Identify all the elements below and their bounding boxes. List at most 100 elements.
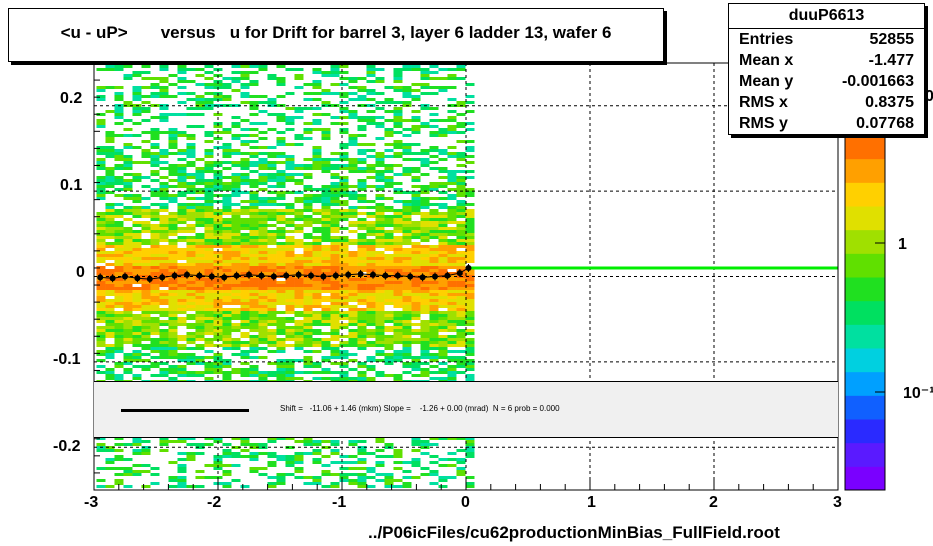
- heatmap-cell: [249, 287, 259, 290]
- heatmap-cell: [375, 323, 385, 326]
- heatmap-cell: [456, 449, 466, 452]
- heatmap-cell: [294, 110, 304, 113]
- heatmap-cell: [141, 77, 151, 80]
- heatmap-cell: [186, 155, 196, 158]
- heatmap-cell: [267, 176, 277, 179]
- heatmap-cell: [231, 77, 241, 80]
- heatmap-cell: [375, 152, 385, 155]
- heatmap-cell: [447, 302, 457, 305]
- heatmap-cell: [105, 65, 115, 68]
- heatmap-cell: [159, 302, 169, 305]
- heatmap-cell: [258, 356, 268, 359]
- heatmap-cell: [357, 374, 367, 377]
- heatmap-cell: [375, 287, 385, 290]
- heatmap-cell: [141, 257, 151, 260]
- heatmap-cell: [303, 260, 313, 263]
- heatmap-cell: [168, 197, 178, 200]
- heatmap-cell: [339, 302, 349, 305]
- heatmap-cell: [375, 278, 385, 281]
- heatmap-cell: [114, 479, 124, 482]
- x-tick-label: 1: [587, 494, 596, 511]
- heatmap-cell: [114, 266, 124, 269]
- heatmap-cell: [393, 191, 403, 194]
- heatmap-cell: [96, 338, 106, 341]
- heatmap-cell: [348, 272, 358, 275]
- heatmap-cell: [465, 218, 475, 221]
- heatmap-cell: [159, 344, 169, 347]
- heatmap-cell: [366, 98, 376, 101]
- heatmap-cell: [456, 470, 466, 473]
- heatmap-cell: [321, 236, 331, 239]
- heatmap-cell: [339, 242, 349, 245]
- heatmap-cell: [132, 260, 142, 263]
- heatmap-cell: [447, 119, 457, 122]
- heatmap-cell: [312, 302, 322, 305]
- heatmap-cell: [294, 197, 304, 200]
- heatmap-cell: [456, 320, 466, 323]
- heatmap-cell: [258, 197, 268, 200]
- heatmap-cell: [114, 311, 124, 314]
- heatmap-cell: [438, 296, 448, 299]
- heatmap-cell: [222, 359, 232, 362]
- heatmap-cell: [114, 302, 124, 305]
- heatmap-cell: [168, 170, 178, 173]
- heatmap-cell: [357, 128, 367, 131]
- heatmap-cell: [195, 320, 205, 323]
- heatmap-cell: [312, 200, 322, 203]
- heatmap-cell: [375, 311, 385, 314]
- heatmap-cell: [159, 107, 169, 110]
- heatmap-cell: [123, 290, 133, 293]
- heatmap-cell: [438, 278, 448, 281]
- heatmap-cell: [339, 101, 349, 104]
- heatmap-cell: [411, 143, 421, 146]
- heatmap-cell: [204, 227, 214, 230]
- heatmap-cell: [294, 182, 304, 185]
- heatmap-cell: [231, 452, 241, 455]
- heatmap-cell: [357, 89, 367, 92]
- heatmap-cell: [258, 278, 268, 281]
- heatmap-cell: [438, 356, 448, 359]
- heatmap-cell: [258, 377, 268, 380]
- heatmap-cell: [312, 251, 322, 254]
- heatmap-cell: [339, 128, 349, 131]
- heatmap-cell: [321, 281, 331, 284]
- heatmap-cell: [114, 95, 124, 98]
- heatmap-cell: [141, 86, 151, 89]
- heatmap-cell: [294, 455, 304, 458]
- heatmap-cell: [168, 326, 178, 329]
- heatmap-cell: [177, 86, 187, 89]
- heatmap-cell: [429, 461, 439, 464]
- heatmap-cell: [204, 131, 214, 134]
- heatmap-cell: [348, 215, 358, 218]
- heatmap-cell: [348, 368, 358, 371]
- heatmap-cell: [438, 149, 448, 152]
- heatmap-cell: [204, 140, 214, 143]
- heatmap-cell: [267, 257, 277, 260]
- heatmap-cell: [222, 449, 232, 452]
- heatmap-cell: [123, 161, 133, 164]
- heatmap-cell: [240, 239, 250, 242]
- heatmap-cell: [204, 206, 214, 209]
- heatmap-cell: [213, 281, 223, 284]
- profile-point: [332, 272, 339, 279]
- heatmap-cell: [96, 158, 106, 161]
- heatmap-cell: [357, 197, 367, 200]
- heatmap-cell: [222, 299, 232, 302]
- heatmap-cell: [339, 473, 349, 476]
- heatmap-cell: [420, 350, 430, 353]
- heatmap-cell: [339, 362, 349, 365]
- heatmap-cell: [375, 218, 385, 221]
- heatmap-cell: [402, 233, 412, 236]
- heatmap-cell: [168, 305, 178, 308]
- heatmap-cell: [294, 239, 304, 242]
- heatmap-cell: [456, 314, 466, 317]
- heatmap-cell: [222, 473, 232, 476]
- heatmap-cell: [321, 464, 331, 467]
- heatmap-cell: [348, 254, 358, 257]
- heatmap-cell: [357, 161, 367, 164]
- heatmap-cell: [204, 290, 214, 293]
- heatmap-cell: [132, 251, 142, 254]
- heatmap-cell: [249, 122, 259, 125]
- heatmap-cell: [384, 176, 394, 179]
- heatmap-cell: [159, 113, 169, 116]
